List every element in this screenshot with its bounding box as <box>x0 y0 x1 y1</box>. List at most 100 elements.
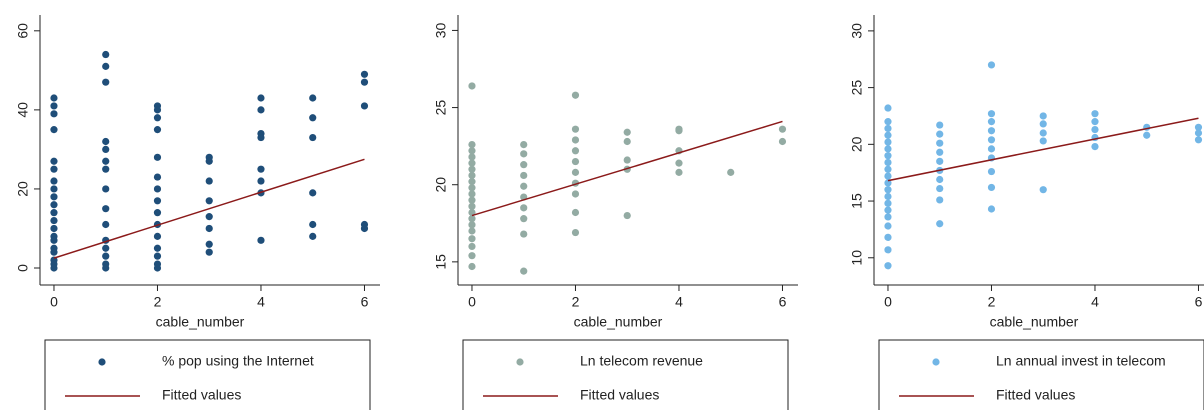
point <box>571 136 580 144</box>
point <box>102 185 110 193</box>
y-tick-label: 20 <box>849 136 865 152</box>
point <box>102 220 110 229</box>
point <box>205 177 213 185</box>
legend-label: Fitted values <box>162 387 241 403</box>
point <box>571 125 580 133</box>
point <box>987 145 996 153</box>
point <box>102 157 110 165</box>
x-tick-label: 4 <box>1091 294 1099 310</box>
point <box>623 137 631 146</box>
point <box>623 128 631 136</box>
point <box>102 165 110 173</box>
point <box>468 153 476 161</box>
point <box>468 215 476 223</box>
point <box>727 168 735 176</box>
point <box>468 227 476 235</box>
point <box>50 94 58 102</box>
legend-box <box>44 339 371 410</box>
point <box>50 201 58 209</box>
point <box>884 165 892 173</box>
point <box>936 121 944 129</box>
point <box>987 205 996 213</box>
point <box>153 106 162 114</box>
point <box>884 179 892 187</box>
point <box>205 157 213 165</box>
x-tick-label: 2 <box>988 294 996 310</box>
point <box>102 244 110 252</box>
point <box>468 252 476 260</box>
point <box>987 183 996 192</box>
y-tick-label: 20 <box>433 177 449 193</box>
point <box>468 141 476 149</box>
point <box>102 205 110 213</box>
point <box>571 208 580 217</box>
point <box>936 139 944 147</box>
point <box>50 224 58 233</box>
point <box>468 184 476 192</box>
point <box>884 262 892 270</box>
point <box>1039 120 1047 128</box>
point <box>987 127 996 135</box>
point <box>1143 131 1151 139</box>
point <box>257 236 265 244</box>
point <box>205 197 213 205</box>
point <box>50 264 58 272</box>
legend-label: Ln telecom revenue <box>580 353 703 369</box>
point <box>571 190 580 198</box>
x-tick-label: 2 <box>154 294 162 310</box>
point <box>102 62 110 70</box>
point <box>153 264 162 272</box>
fitted-line <box>887 117 1199 182</box>
point <box>1039 129 1047 137</box>
point <box>205 240 213 248</box>
point <box>309 232 317 240</box>
point <box>50 110 58 118</box>
point <box>884 222 892 230</box>
point <box>520 215 528 223</box>
x-tick-label: 0 <box>884 294 892 310</box>
point <box>50 236 58 244</box>
point <box>50 248 58 256</box>
point <box>468 235 476 243</box>
legend-box <box>878 339 1204 410</box>
point <box>520 171 528 180</box>
point <box>571 168 580 176</box>
y-tick-label: 15 <box>433 254 449 270</box>
point <box>571 228 580 237</box>
point <box>884 152 892 160</box>
point <box>884 213 892 221</box>
point <box>1194 136 1203 144</box>
point <box>1039 112 1047 120</box>
point <box>50 157 58 165</box>
point <box>1039 186 1047 194</box>
y-tick-label: 25 <box>849 80 865 96</box>
point <box>884 186 892 194</box>
point <box>884 206 892 214</box>
point <box>50 185 58 193</box>
point <box>153 126 162 134</box>
point <box>936 130 944 138</box>
legend-marker <box>98 358 106 366</box>
point <box>571 91 580 99</box>
point <box>520 161 528 169</box>
point <box>520 182 528 190</box>
point <box>571 147 580 155</box>
point <box>153 173 162 181</box>
y-tick-label: 10 <box>849 250 865 266</box>
point <box>102 50 110 59</box>
legend-label: Fitted values <box>580 387 659 403</box>
point <box>884 199 892 207</box>
point <box>468 221 476 229</box>
point <box>257 177 265 185</box>
point <box>360 70 369 78</box>
point <box>360 102 369 110</box>
legend-label: Ln annual invest in telecom <box>996 353 1166 369</box>
point <box>884 233 892 241</box>
point <box>884 118 892 126</box>
point <box>520 230 528 238</box>
point <box>468 196 476 204</box>
point <box>360 224 369 233</box>
point <box>987 110 996 118</box>
x-tick-label: 4 <box>257 294 265 310</box>
